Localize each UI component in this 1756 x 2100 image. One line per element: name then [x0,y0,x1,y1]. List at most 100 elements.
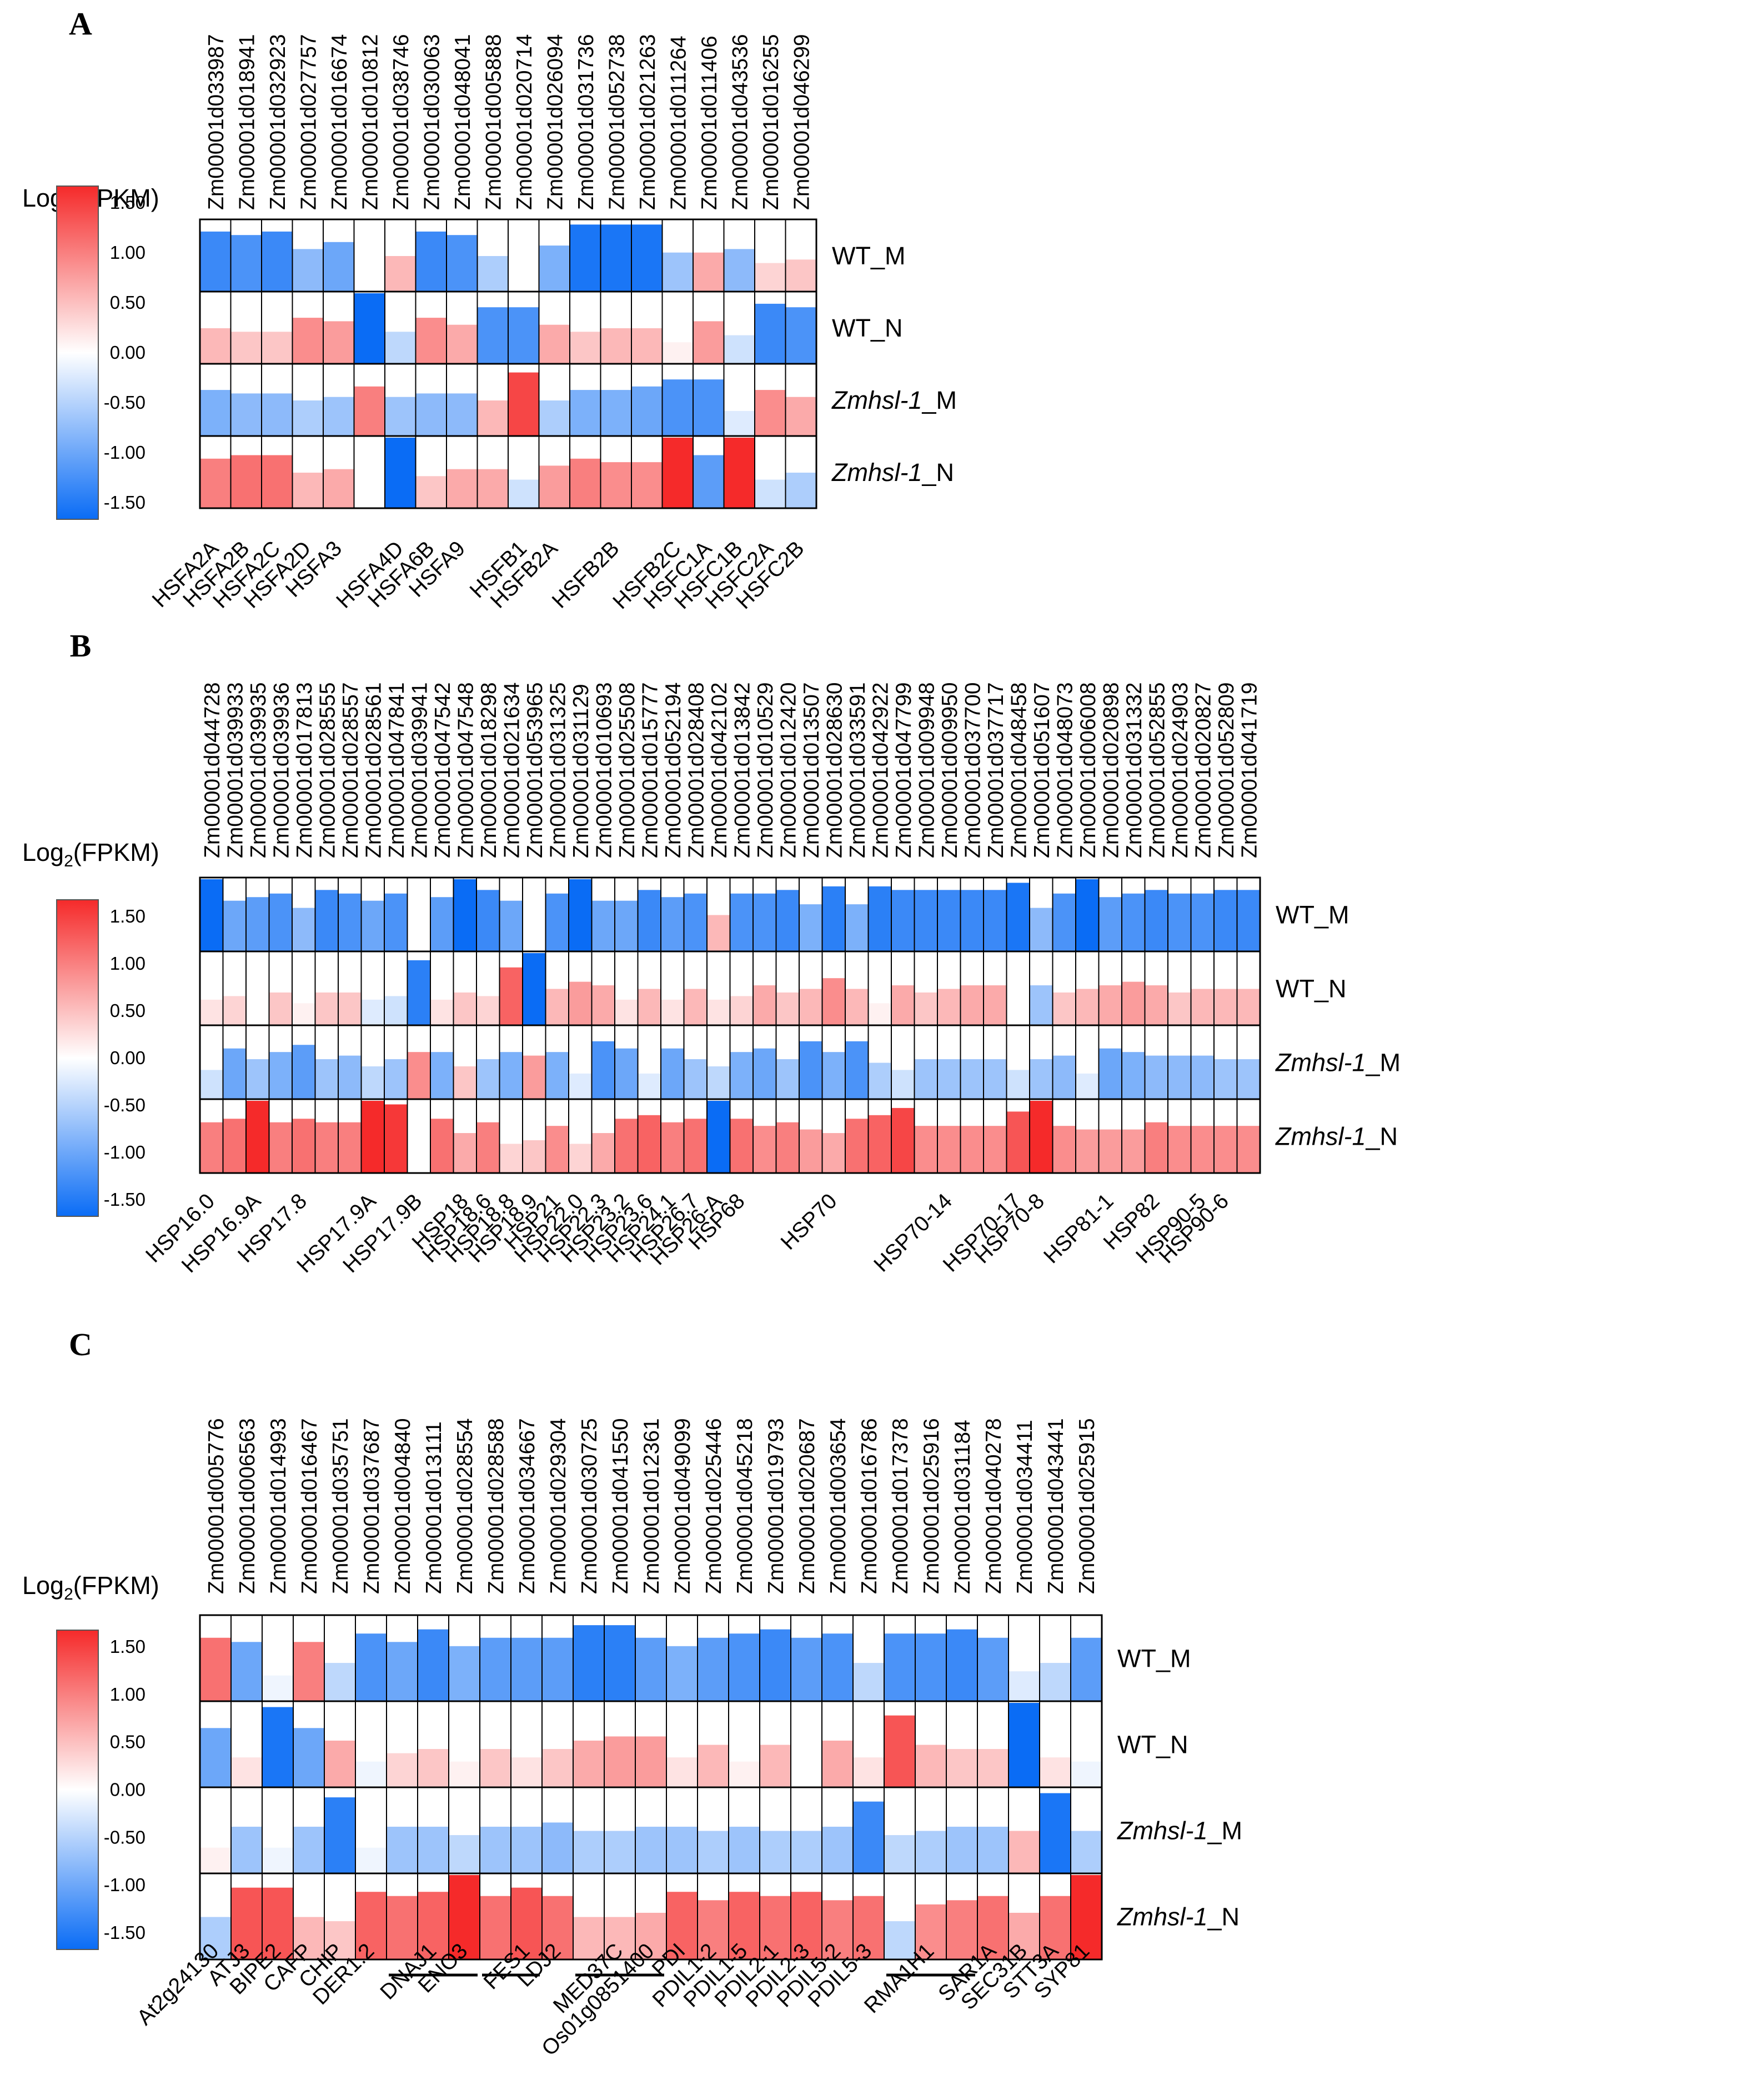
heatmap-cell [480,1826,510,1873]
heatmap-cell [247,897,269,951]
legend-tick-label: -1.00 [104,1875,146,1895]
heatmap-cell [293,473,323,508]
heatmap-cell [385,996,407,1025]
heatmap-cell [698,1745,728,1787]
heatmap-cell [385,256,415,291]
row-zmhsl1-m-label: Zmhsl-1_M [1275,1049,1401,1077]
heatmap-cell [1071,1875,1101,1959]
heatmap-cell [324,469,354,508]
heatmap-cell [569,879,591,951]
legend-tick-label: -1.00 [104,1142,146,1162]
heatmap-cell [477,1122,499,1172]
heatmap-cell [615,1119,638,1172]
heatmap-cell [362,1101,384,1172]
row-wt-n-label: WT_N [1117,1731,1188,1759]
heatmap-cell [1191,893,1213,951]
gene-id-label: Zm00001d013111 [422,1421,446,1594]
gene-id-label: Zm00001d046299 [790,34,814,210]
heatmap-cell [480,1896,510,1959]
legend-tick-label: 1.50 [110,906,146,926]
heatmap-cell [791,1637,821,1701]
heatmap-cell [1145,890,1167,951]
heatmap-cell [605,1736,635,1787]
heatmap-cell [1053,1055,1075,1099]
heatmap-cell [961,1059,983,1099]
heatmap-cell [708,1101,730,1172]
heatmap-cell [480,1749,510,1787]
gene-id-label: Zm00001d014993 [267,1418,290,1594]
heatmap-border [199,218,817,509]
heatmap-cell [1030,1059,1052,1099]
heatmap-cell [1030,908,1052,951]
heatmap-cell [263,1847,293,1873]
gene-id-label: Zm00001d041719 [1237,682,1261,858]
gene-id-label: Zm00001d005776 [204,1418,228,1594]
heatmap-cell [786,397,816,435]
legend-tick-label: 1.50 [110,192,146,213]
heatmap-cell [1215,1059,1237,1099]
heatmap-cell [478,400,508,435]
heatmap-cell [416,231,446,291]
heatmap-cell [1145,1055,1167,1099]
heatmap-cell [447,324,477,363]
gene-id-label: Zm00001d033987 [204,34,228,210]
gene-id-label: Zm00001d006563 [235,1418,259,1594]
heatmap-cell [632,462,662,508]
gene-id-label: Zm00001d025508 [615,682,639,858]
row-wt-m-label: WT_M [1117,1645,1191,1673]
heatmap-cell [708,1066,730,1099]
heatmap-cell [684,1119,706,1172]
panel-b: B Log2(FPKM) 1.50 1.00 0.50 0.00 -0.50 -1.00 -1.… [22,628,1401,1277]
heatmap-cell [632,224,662,291]
gene-id-label: Zm00001d052855 [1145,682,1169,858]
heatmap-cell [354,490,384,508]
heatmap-cell [200,1917,230,1959]
heatmap-cell [263,1707,293,1787]
heatmap-cell [294,1642,324,1701]
heatmap-cell [1030,1101,1052,1172]
heatmap-cell [269,893,292,951]
heatmap-cell [961,1126,983,1172]
gene-id-label: Zm00001d010812 [358,34,382,210]
gene-id-label: Zm00001d048041 [451,34,475,210]
heatmap-cell [800,904,822,951]
legend-tick-label: 1.00 [110,242,146,263]
heatmap-cell [408,1154,430,1172]
heatmap-cell [269,992,292,1025]
heatmap-cell [915,1059,937,1099]
heatmap-cell [431,999,453,1025]
heatmap-cell [822,1052,845,1099]
heatmap-cell [938,1126,960,1172]
heatmap-cell [362,1066,384,1099]
heatmap-cell [574,1625,604,1701]
heatmap-cell [511,1887,541,1959]
gene-id-label: Zm00001d006008 [1076,682,1100,858]
heatmap-cell [854,1663,884,1701]
heatmap-cell [632,386,662,435]
heatmap-cell [984,1126,1006,1172]
gene-id-label: Zm00001d028554 [453,1418,477,1594]
heatmap-cell [269,1122,292,1172]
legend-tick-label: -1.50 [104,1922,146,1943]
heatmap-cell [729,1633,759,1701]
row-zmhsl1-m-label: Zmhsl-1_M [831,386,957,414]
gene-id-label: Zm00001d040278 [982,1418,1006,1594]
heatmap-cell [885,1633,915,1701]
gene-id-label: Zm00001d018298 [477,682,501,858]
heatmap-cell [1009,1703,1039,1787]
heatmap-cell [408,960,430,1025]
heatmap-cell [447,235,477,291]
heatmap-cell [592,1041,614,1099]
heatmap-cell [760,1831,790,1873]
gene-id-label: Zm00001d039941 [408,682,432,858]
heatmap-cell [416,476,446,508]
heatmap-cell [539,324,569,363]
gene-id-label: Zm00001d032923 [266,34,290,210]
heatmap-cell [570,224,600,291]
gene-id-label: Zm00001d016255 [759,34,783,210]
heatmap-cell [724,335,754,363]
heatmap-cell [694,252,724,291]
gene-id-label: Zm00001d005888 [481,34,505,210]
heatmap-cell [663,252,693,291]
heatmap-cell [786,307,816,363]
